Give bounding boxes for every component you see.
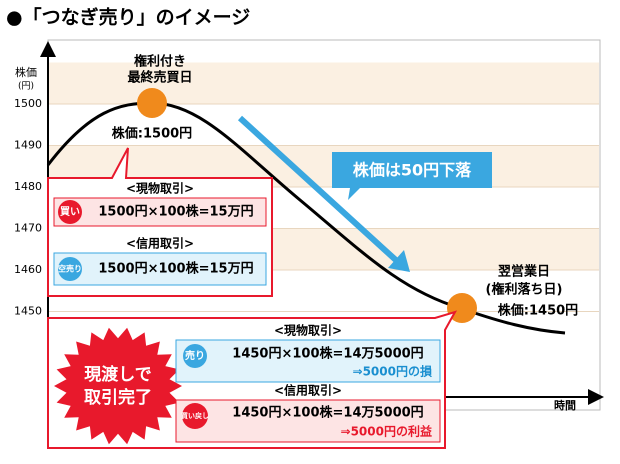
y-axis-label: (円) [18,81,34,92]
burst-text: 現渡しで [84,364,152,385]
entry-margin-row [53,252,267,286]
peak-price: 株価:1500円 [112,126,192,142]
y-tick-label: 1500 [14,97,42,110]
drop-arrow-head [388,250,410,272]
x-axis-label: 時間 [554,398,576,412]
badge-text: 買い [60,206,80,218]
drop-callout-text: 株価は50円下落 [353,161,472,180]
settle-margin-row [175,399,441,443]
badge [182,403,208,429]
next-day-price: 株価:1450円 [498,303,578,319]
badge-text: 買い戻し [180,411,209,420]
next-day-label: (権利落ち日) [486,282,563,298]
next-day-label: 翌営業日 [498,264,550,280]
badge-text: 売り [185,349,205,362]
result: ⇒5000円の利益 [341,424,432,439]
formula: 1500円×100株=15万円 [98,204,253,220]
peak-label: 最終売買日 [127,70,192,86]
entry-spot-header: <現物取引> [126,181,194,196]
result: ⇒5000円の損 [353,364,433,379]
settle-spot-header: <現物取引> [274,323,342,338]
badge [58,257,82,281]
settle-margin-header: <信用取引> [274,383,342,398]
drop-callout [332,152,492,200]
y-tick-label: 1470 [14,222,42,235]
y-tick-label: 1450 [14,305,42,318]
y-tick-label: 1490 [14,139,42,152]
entry-spot-row [53,197,267,227]
y-tick-label: 1460 [14,263,42,276]
formula: 1450円×100株=14万5000円 [232,346,423,362]
y-axis-label: 株価 [15,65,37,79]
formula: 1450円×100株=14万5000円 [232,405,423,421]
formula: 1500円×100株=15万円 [98,261,253,277]
badge [58,200,82,224]
entry-margin-header: <信用取引> [126,236,194,251]
y-tick-label: 1480 [14,180,42,193]
drop-arrow [237,115,401,265]
peak-label: 権利付き [134,54,186,70]
settle-spot-row [175,339,441,383]
price-curve [46,101,566,335]
burst [54,327,182,445]
badge-text: 空売り [58,264,82,274]
burst-text: 取引完了 [84,387,152,408]
badge [183,344,207,368]
low-point [447,293,477,323]
peak-point [137,88,167,118]
title: ●「つなぎ売り」のイメージ [6,6,250,29]
